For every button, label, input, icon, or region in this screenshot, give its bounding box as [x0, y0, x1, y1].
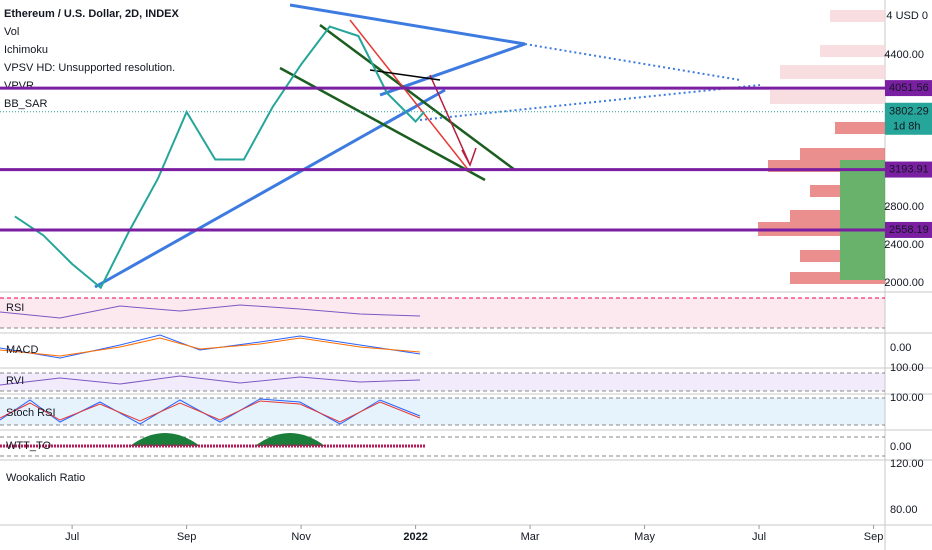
- indicator-label: VPVR: [4, 80, 34, 92]
- rsi-line: [0, 304, 421, 319]
- level-label: 2558.19: [889, 224, 929, 236]
- level-tag: [885, 80, 932, 97]
- rvi-band: [0, 373, 885, 391]
- level-tag: [885, 161, 932, 178]
- wtt-histogram: [130, 433, 325, 446]
- indicator-label: VPSV HD: Unsupported resolution.: [4, 62, 175, 74]
- x-tick-label: 2022: [403, 531, 427, 543]
- pane-axis-label: 100.00: [890, 392, 924, 404]
- indicator-label: Ichimoku: [4, 44, 48, 56]
- last-price-label: 3802.29: [889, 106, 929, 118]
- pane-axis-label: 100.00: [890, 362, 924, 374]
- y-tick-label: 2800.00: [884, 201, 924, 213]
- indicator-label: Vol: [4, 26, 19, 38]
- macd-line: [0, 334, 421, 359]
- stoch-band: [0, 398, 885, 425]
- level-label: 3193.91: [889, 163, 929, 175]
- y-tick-label: 4400.00: [884, 49, 924, 61]
- y-tick-label: 2400.00: [884, 239, 924, 251]
- trend-drawings: [94, 3, 761, 289]
- x-tick-label: Mar: [521, 531, 540, 543]
- pane-title: WTT_TO: [6, 440, 51, 452]
- y-tick-label: 2000.00: [884, 277, 924, 289]
- x-tick-label: Jul: [65, 531, 79, 543]
- pane-title: RSI: [6, 302, 24, 314]
- pane-guides: [0, 297, 885, 457]
- pane-title: Wookalich Ratio: [6, 472, 85, 484]
- last-price-tag: [885, 102, 932, 135]
- x-tick-label: Sep: [864, 531, 884, 543]
- pane-title: RVI: [6, 375, 24, 387]
- symbol-title: Ethereum / U.S. Dollar, 2D, INDEX: [4, 8, 179, 20]
- pane-title: Stoch RSI: [6, 407, 56, 419]
- legend: Ethereum / U.S. Dollar, 2D, INDEX: [4, 8, 179, 20]
- stoch-d: [0, 400, 421, 423]
- pane-axis-label: 0.00: [890, 441, 911, 453]
- volume-profile: [758, 10, 885, 284]
- pane-axis-label: 0.00: [890, 342, 911, 354]
- price-line: [14, 25, 425, 290]
- x-tick-label: May: [634, 531, 655, 543]
- pane-title: MACD: [6, 344, 38, 356]
- rvi-line: [0, 375, 421, 386]
- level-tag: [885, 221, 932, 238]
- countdown-label: 1d 8h: [893, 121, 921, 133]
- pane-axis-label: 80.00: [890, 504, 918, 516]
- rsi-band: [0, 298, 885, 328]
- level-label: 4051.56: [889, 82, 929, 94]
- macd-signal: [0, 337, 421, 357]
- currency-label: 4 USD 0: [886, 10, 928, 22]
- x-tick-label: Nov: [291, 531, 311, 543]
- indicator-label: BB_SAR: [4, 98, 47, 110]
- x-tick-label: Sep: [177, 531, 197, 543]
- pane-axis-label: 120.00: [890, 458, 924, 470]
- x-tick-label: Jul: [752, 531, 766, 543]
